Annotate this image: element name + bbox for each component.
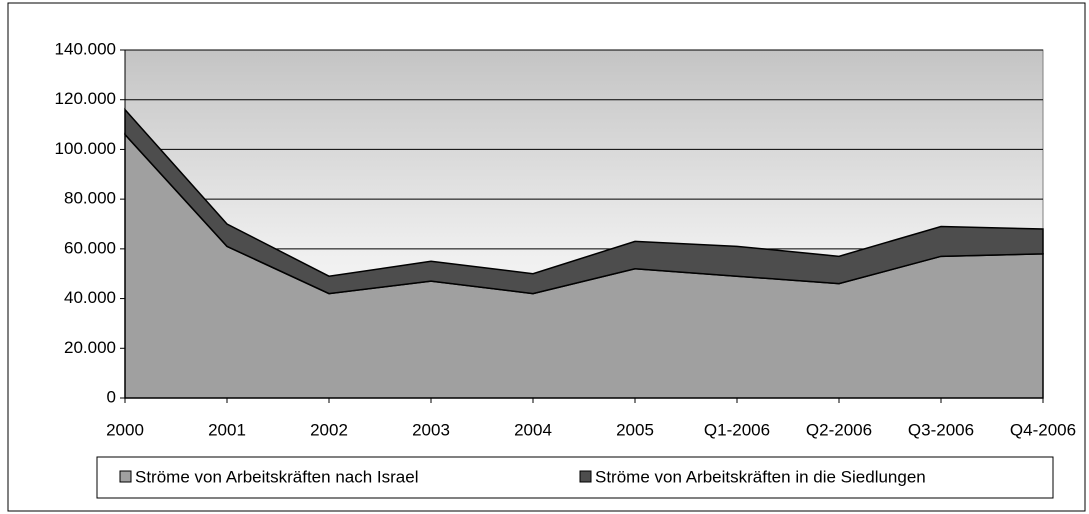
x-tick-label: Q4-2006: [1010, 420, 1076, 439]
x-tick-label: Q1-2006: [704, 420, 770, 439]
x-tick-label: Q3-2006: [908, 420, 974, 439]
legend-label: Ströme von Arbeitskräften nach Israel: [135, 467, 418, 486]
y-tick-label: 0: [107, 387, 116, 406]
y-tick-label: 20.000: [64, 338, 116, 357]
area: [124, 107, 1044, 295]
legend-swatch: [579, 470, 592, 483]
x-tick-label: 2001: [208, 420, 246, 439]
x-tick-label: 2003: [412, 420, 450, 439]
y-tick-label: 60.000: [64, 238, 116, 257]
legend-swatch: [119, 470, 132, 483]
x-tick-label: 2000: [106, 420, 144, 439]
legend-label: Ströme von Arbeitskräften in die Siedlun…: [595, 467, 926, 486]
y-tick-label: 120.000: [55, 89, 116, 108]
y-tick-label: 80.000: [64, 189, 116, 208]
legend: [96, 456, 1054, 499]
x-tick-label: 2004: [514, 420, 552, 439]
x-tick-label: Q2-2006: [806, 420, 872, 439]
y-tick-label: 100.000: [55, 139, 116, 158]
x-tick-label: 2005: [616, 420, 654, 439]
y-tick-label: 40.000: [64, 288, 116, 307]
x-tick-label: 2002: [310, 420, 348, 439]
y-tick-label: 140.000: [55, 39, 116, 58]
